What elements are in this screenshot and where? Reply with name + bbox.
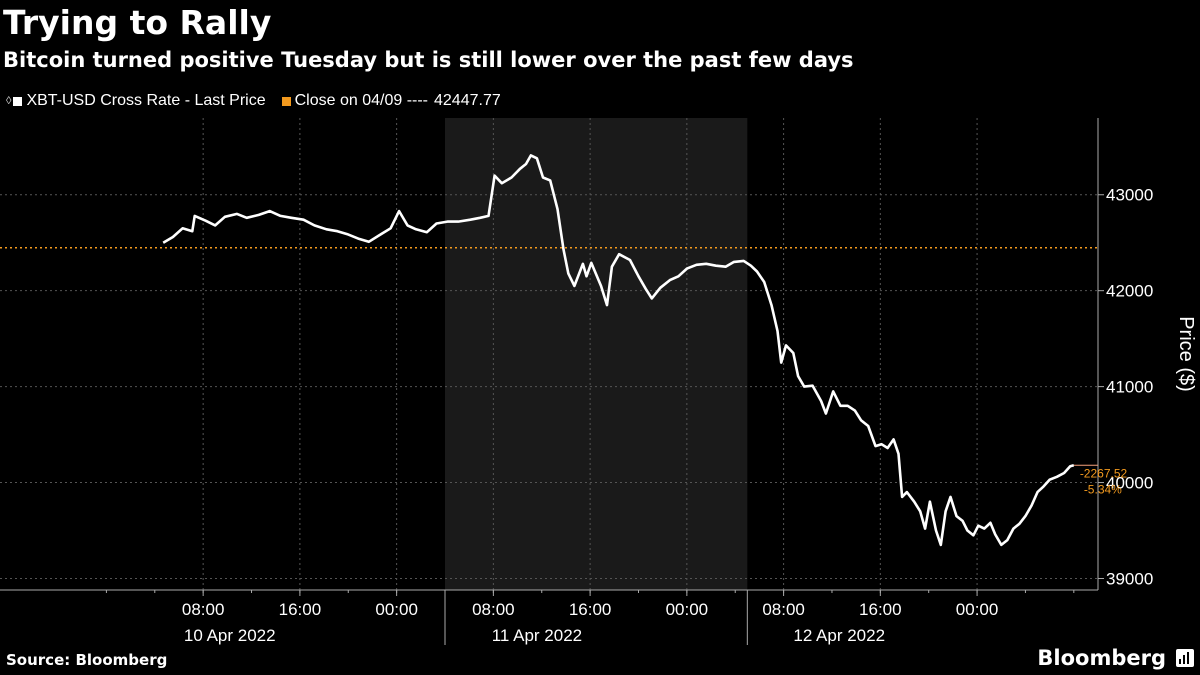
y-axis-label: Price ($) [1175, 316, 1197, 392]
source-note: Source: Bloomberg [6, 651, 168, 669]
legend-item-last-price: ◊ XBT-USD Cross Rate - Last Price [6, 92, 266, 110]
y-tick-label: 42000 [1106, 282, 1153, 301]
chart-title: Trying to Rally [3, 3, 272, 42]
legend-item-close: Close on 04/09 ---- 42447.77 [281, 92, 501, 110]
date-labels: 10 Apr 2022 11 Apr 2022 12 Apr 2022 [184, 626, 885, 645]
y-tick-label: 43000 [1106, 186, 1153, 205]
x-tick-label: 00:00 [666, 600, 709, 619]
y-tick-label: 39000 [1106, 569, 1153, 588]
legend-swatch-last-price [13, 96, 23, 106]
series-line [162, 154, 1075, 547]
x-tick-label: 00:00 [956, 600, 999, 619]
legend: ◊ XBT-USD Cross Rate - Last Price Close … [6, 90, 517, 112]
legend-label-close: Close on 04/09 ---- [294, 92, 428, 109]
x-tick-label: 08:00 [472, 600, 515, 619]
y-tick-label: 40000 [1106, 474, 1153, 493]
legend-swatch-close [281, 96, 291, 106]
x-tick-label: 16:00 [859, 600, 902, 619]
x-tick-label: 16:00 [569, 600, 612, 619]
annotation-change: -2267.52 [1080, 466, 1128, 480]
day-dividers [444, 590, 748, 645]
date-label: 10 Apr 2022 [184, 626, 276, 645]
x-tick-label: 16:00 [279, 600, 322, 619]
chart-icon [1176, 649, 1194, 667]
legend-value-close: 42447.77 [434, 92, 501, 109]
y-tick-label: 41000 [1106, 378, 1153, 397]
chart-subtitle: Bitcoin turned positive Tuesday but is s… [3, 48, 854, 72]
legend-label-last-price: XBT-USD Cross Rate - Last Price [26, 92, 266, 109]
x-tick-labels: 08:00 16:00 00:00 08:00 16:00 00:00 08:00 16:00… [182, 600, 998, 619]
x-tick-label: 00:00 [375, 600, 418, 619]
shaded-region [445, 118, 748, 590]
y-gridlines [0, 194, 1104, 579]
x-tick-label: 08:00 [762, 600, 805, 619]
date-label: 11 Apr 2022 [492, 626, 582, 645]
bloomberg-logo: Bloomberg [1037, 646, 1166, 670]
pin-icon: ◊ [6, 95, 12, 107]
x-tick-label: 08:00 [182, 600, 225, 619]
date-label: 12 Apr 2022 [793, 626, 885, 645]
annotation-percent: -5.34% [1084, 482, 1122, 496]
y-tick-labels: 39000 40000 41000 42000 43000 [1106, 186, 1153, 589]
